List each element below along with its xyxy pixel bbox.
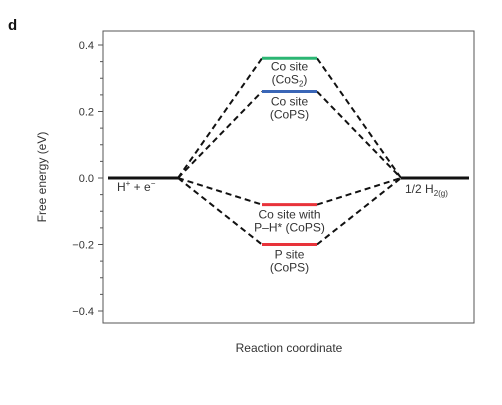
series-label: P–H* (CoPS) bbox=[254, 221, 325, 235]
connector-left bbox=[177, 90, 263, 179]
connector-left bbox=[177, 177, 263, 246]
series-label: Co site bbox=[271, 59, 309, 73]
label-part: ) bbox=[303, 72, 307, 86]
connector-right bbox=[316, 177, 402, 246]
series-label: (CoS2) bbox=[272, 72, 308, 88]
series-label: P site bbox=[275, 248, 305, 262]
y-tick-label: −0.2 bbox=[72, 240, 94, 252]
initial-state-label: H+ + e− bbox=[117, 179, 156, 194]
label-part: (CoS bbox=[272, 72, 299, 86]
panel-letter: d bbox=[8, 17, 17, 34]
y-axis: 0.4 0.2 0.0 −0.2 −0.4 bbox=[72, 40, 103, 318]
x-axis-label: Reaction coordinate bbox=[236, 341, 343, 355]
label-sub: 2 bbox=[299, 79, 304, 88]
series-label: Co site bbox=[271, 95, 309, 109]
label-sub: 2(g) bbox=[434, 189, 449, 198]
level-labels: H+ + e− 1/2 H2(g)Co site(CoS2)Co site(CoP… bbox=[117, 59, 448, 274]
connector-left bbox=[177, 57, 263, 179]
series-label: (CoPS) bbox=[270, 261, 309, 275]
y-tick-label: 0.0 bbox=[79, 173, 94, 185]
label-sup: − bbox=[151, 179, 156, 188]
y-tick-label: −0.4 bbox=[72, 306, 94, 318]
connector-right bbox=[316, 57, 402, 179]
energy-levels bbox=[108, 56, 469, 246]
y-tick-label: 0.2 bbox=[79, 107, 94, 119]
label-part: + e bbox=[130, 180, 151, 194]
label-sup: + bbox=[126, 179, 131, 188]
connector-right bbox=[316, 177, 402, 206]
label-part: H bbox=[117, 180, 126, 194]
final-state-label: 1/2 H2(g) bbox=[405, 182, 448, 198]
series-label: (CoPS) bbox=[270, 108, 309, 122]
plot-frame bbox=[102, 30, 475, 324]
label-part: 1/2 H bbox=[405, 182, 434, 196]
y-axis-label: Free energy (eV) bbox=[35, 132, 49, 223]
series-label: Co site with bbox=[258, 208, 320, 222]
connector-right bbox=[316, 90, 402, 179]
dashed-connectors bbox=[177, 57, 402, 246]
connector-left bbox=[177, 177, 263, 206]
y-tick-label: 0.4 bbox=[79, 40, 94, 52]
